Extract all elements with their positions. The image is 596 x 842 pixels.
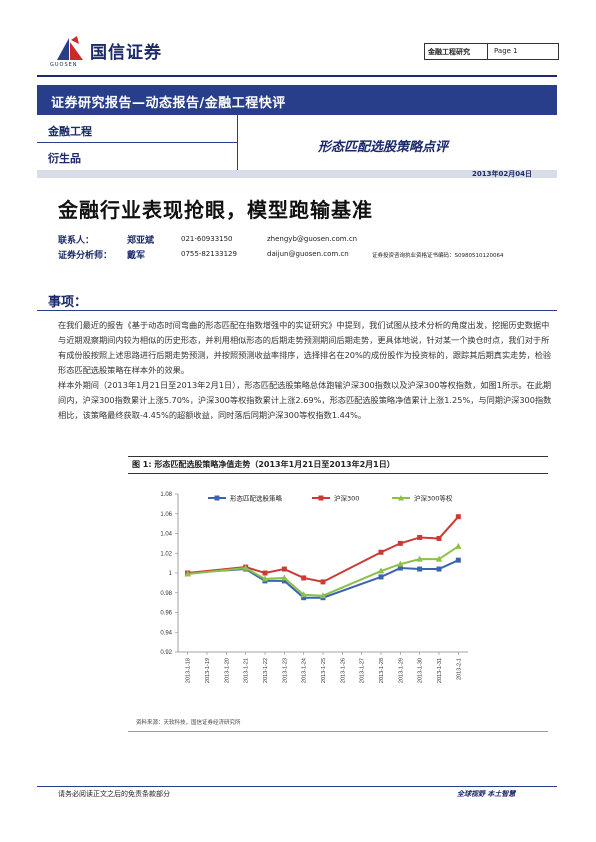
contact-email: zhengyb@guosen.com.cn	[267, 235, 358, 243]
x-tick-label: 2013-1-29	[398, 658, 404, 683]
contact-name: 郑亚斌	[127, 236, 155, 246]
y-tick-label: 1.02	[160, 551, 172, 557]
report-type-title: 证券研究报告—动态报告/金融工程快评	[51, 96, 286, 111]
top-rule	[37, 75, 557, 77]
tag-divider	[37, 142, 237, 143]
x-tick-label: 2013-1-28	[379, 658, 385, 683]
x-tick-label: 2013-1-30	[418, 658, 424, 683]
analyst-name: 戴军	[127, 251, 146, 261]
legend-label: 沪深300等权	[414, 494, 453, 503]
data-point	[455, 542, 462, 549]
tag-derivatives: 衍生品	[48, 152, 81, 165]
y-tick-label: 0.92	[160, 650, 172, 656]
contact-phone: 021-60933150	[181, 235, 233, 243]
data-point	[301, 595, 307, 601]
figure-title: 图 1: 形态匹配选股策略净值走势（2013年1月21日至2013年2月1日）	[128, 456, 548, 474]
data-point	[242, 564, 249, 571]
data-point	[378, 574, 384, 580]
data-point	[320, 579, 326, 585]
data-point	[281, 578, 287, 584]
body-paragraph: 在我们最近的报告《基于动态时间弯曲的形态匹配在指数增强中的实证研究》中提到，我们…	[58, 320, 552, 375]
legend-marker	[214, 495, 220, 501]
header-page-box: 金融工程研究 Page 1	[424, 43, 559, 60]
footer-disclaimer: 请务必阅读正文之后的免责条款部分	[58, 790, 170, 798]
report-date: 2013年02月04日	[472, 170, 532, 178]
legend-marker	[398, 495, 404, 501]
logo-english-text: GUOSEN	[50, 62, 78, 68]
data-point	[300, 591, 307, 598]
x-tick-label: 2013-1-18	[186, 658, 192, 683]
series-line	[187, 516, 460, 583]
x-tick-label: 2013-1-21	[244, 658, 250, 683]
data-point	[397, 540, 403, 546]
data-point	[281, 566, 287, 572]
page-number: Page 1	[494, 47, 518, 55]
guosen-logo-icon	[57, 36, 83, 60]
tag-vertical-divider	[237, 115, 238, 170]
y-tick-label: 0.96	[160, 611, 172, 617]
tag-financial-engineering: 金融工程	[48, 125, 92, 138]
y-tick-label: 1.06	[160, 512, 172, 518]
y-tick-label: 0.94	[160, 630, 172, 636]
report-type-banner: 证券研究报告—动态报告/金融工程快评	[37, 85, 557, 115]
data-point	[436, 535, 442, 541]
x-tick-label: 2013-1-23	[282, 658, 288, 683]
analyst-phone: 0755-82133129	[181, 250, 237, 258]
body-paragraph: 样本外期间（2013年1月21日至2013年2月1日），形态匹配选股策略总体跑输…	[58, 380, 552, 420]
y-tick-label: 1.04	[160, 532, 172, 538]
analyst-role: 证券分析师：	[58, 251, 113, 261]
legend-marker	[318, 495, 324, 501]
x-tick-label: 2013-1-26	[340, 658, 346, 683]
x-tick-label: 2013-1-25	[321, 658, 327, 683]
x-tick-label: 2013-1-31	[437, 658, 443, 683]
report-subtitle: 形态匹配选股策略点评	[318, 140, 449, 155]
page-title: 金融行业表现抢眼，模型跑输基准	[58, 198, 373, 222]
contact-role: 联系人：	[58, 236, 95, 246]
data-point	[397, 565, 403, 571]
x-tick-label: 2013-1-19	[205, 658, 211, 683]
nav-line-chart: 0.92 0.94 0.96 0.98 1 1.02 1.04 1.06 1.08 2013-1-…	[160, 492, 468, 683]
footer-rule	[37, 786, 557, 787]
data-point	[416, 555, 423, 562]
x-tick-label: 2013-1-24	[302, 658, 308, 683]
data-point	[261, 575, 269, 582]
x-tick-label: 2013-2-1	[456, 658, 462, 680]
section-title: 事项：	[48, 295, 88, 310]
x-tick-label: 2013-1-22	[263, 658, 269, 683]
analyst-certificate: 证券投资咨询执业资格证书编码：S0980510120064	[372, 253, 504, 259]
section-rule	[37, 310, 557, 311]
data-point	[378, 549, 384, 555]
x-tick-label: 2013-1-27	[360, 658, 366, 683]
data-point	[436, 566, 442, 572]
data-point	[417, 566, 423, 572]
series-line	[187, 559, 459, 599]
data-point	[262, 570, 268, 576]
date-bar	[37, 170, 557, 178]
analyst-email: daijun@guosen.com.cn	[267, 250, 349, 258]
data-point	[301, 575, 307, 581]
legend-label: 形态匹配选股策略	[230, 494, 283, 503]
logo-text: 国信证券	[90, 43, 162, 63]
data-point	[319, 592, 327, 599]
header-category: 金融工程研究	[428, 48, 470, 56]
figure-bottom-rule	[128, 731, 548, 732]
data-point	[455, 557, 461, 563]
data-point	[455, 514, 461, 520]
legend-label: 沪深300	[334, 494, 359, 503]
figure-source: 资料来源：天软科技，国信证券经济研究所	[136, 720, 241, 726]
y-tick-label: 0.98	[160, 591, 172, 597]
data-point	[281, 574, 288, 581]
header-box-divider	[487, 44, 488, 59]
footer-slogan: 全球视野 本土智慧	[457, 790, 516, 798]
figure-number: 图 1:	[132, 460, 152, 469]
data-point	[184, 570, 191, 577]
y-tick-label: 1	[169, 571, 173, 577]
x-tick-label: 2013-1-20	[224, 658, 230, 683]
data-point	[435, 555, 443, 562]
y-tick-label: 1.08	[160, 492, 172, 498]
data-point	[417, 534, 423, 540]
data-point	[397, 560, 404, 567]
figure-caption: 形态匹配选股策略净值走势（2013年1月21日至2013年2月1日）	[154, 460, 395, 469]
data-point	[377, 567, 385, 574]
